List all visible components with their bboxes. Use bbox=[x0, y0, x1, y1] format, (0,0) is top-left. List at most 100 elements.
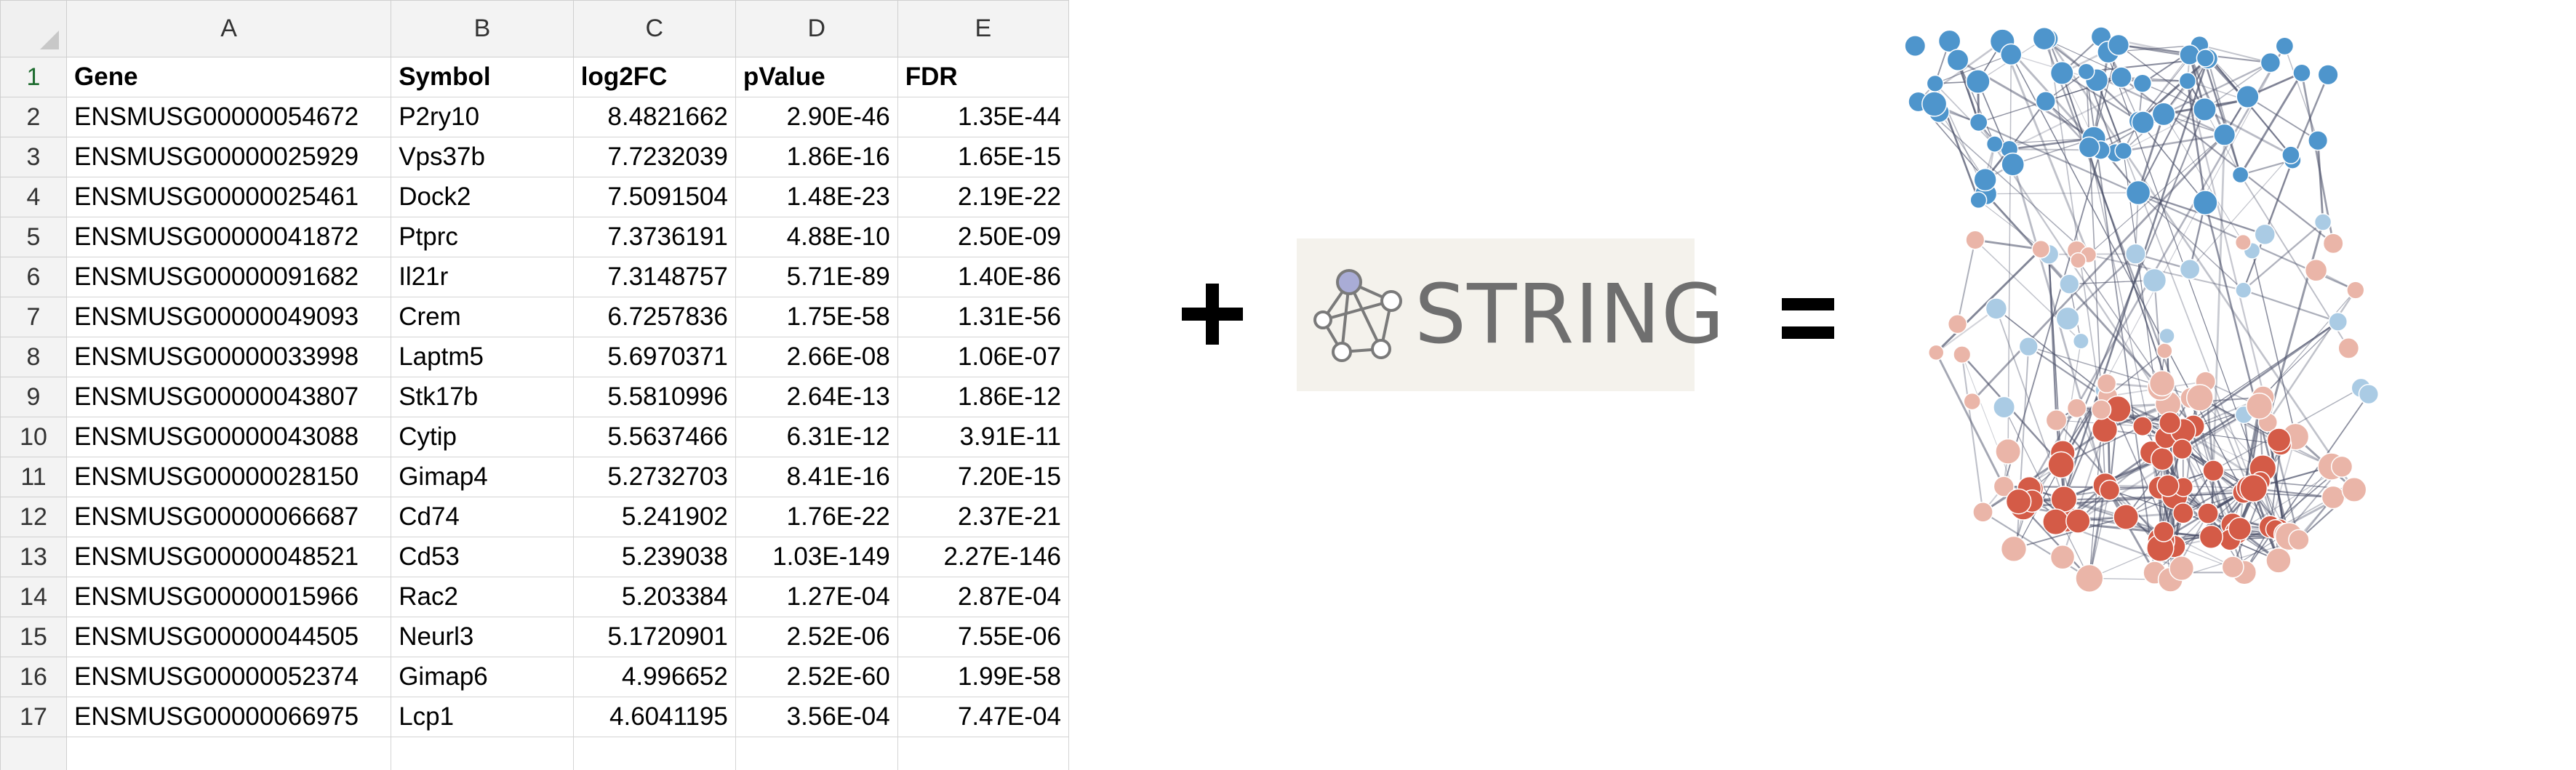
fdr-cell[interactable]: 1.40E-86 bbox=[897, 257, 1069, 297]
log2fc-cell[interactable]: 5.2732703 bbox=[572, 457, 736, 497]
symbol-cell[interactable]: Cd53 bbox=[391, 537, 574, 577]
row-number[interactable]: 8 bbox=[0, 337, 67, 377]
fdr-cell[interactable]: 3.91E-11 bbox=[897, 417, 1069, 457]
row-number[interactable]: 14 bbox=[0, 577, 67, 617]
pvalue-cell[interactable]: 2.52E-06 bbox=[735, 617, 898, 657]
row-number[interactable]: 3 bbox=[0, 137, 67, 177]
row-number[interactable]: 2 bbox=[0, 97, 67, 137]
gene-cell[interactable]: ENSMUSG00000015966 bbox=[65, 577, 392, 617]
symbol-cell[interactable]: Dock2 bbox=[391, 177, 574, 217]
row-number[interactable]: 11 bbox=[0, 457, 67, 497]
gene-cell[interactable]: ENSMUSG00000066975 bbox=[65, 697, 392, 737]
row-number[interactable]: 1 bbox=[0, 57, 67, 97]
fdr-cell[interactable]: 1.06E-07 bbox=[897, 337, 1069, 377]
log2fc-cell[interactable]: 7.7232039 bbox=[572, 137, 736, 177]
log2fc-header[interactable]: log2FC bbox=[572, 57, 736, 97]
log2fc-cell[interactable]: 7.3148757 bbox=[572, 257, 736, 297]
symbol-cell[interactable]: Lcp1 bbox=[391, 697, 574, 737]
pvalue-cell[interactable]: 2.66E-08 bbox=[735, 337, 898, 377]
pvalue-cell[interactable]: 2.64E-13 bbox=[735, 377, 898, 417]
fdr-cell[interactable]: 1.35E-44 bbox=[897, 97, 1069, 137]
gene-cell[interactable]: ENSMUSG00000025929 bbox=[65, 137, 392, 177]
symbol-cell[interactable]: Gimap4 bbox=[391, 457, 574, 497]
column-header-a[interactable]: A bbox=[65, 0, 392, 57]
fdr-cell[interactable]: 2.27E-146 bbox=[897, 537, 1069, 577]
fdr-header[interactable]: FDR bbox=[897, 57, 1069, 97]
gene-cell[interactable]: ENSMUSG00000052374 bbox=[65, 657, 392, 697]
pvalue-header[interactable]: pValue bbox=[735, 57, 898, 97]
gene-cell[interactable]: ENSMUSG00000048521 bbox=[65, 537, 392, 577]
column-header-b[interactable]: B bbox=[391, 0, 574, 57]
row-number[interactable]: 16 bbox=[0, 657, 67, 697]
column-header-d[interactable]: D bbox=[735, 0, 898, 57]
pvalue-cell[interactable]: 6.31E-12 bbox=[735, 417, 898, 457]
symbol-cell[interactable]: Vps37b bbox=[391, 137, 574, 177]
symbol-cell[interactable]: Neurl3 bbox=[391, 617, 574, 657]
pvalue-cell[interactable]: 5.71E-89 bbox=[735, 257, 898, 297]
pvalue-cell[interactable]: 4.88E-10 bbox=[735, 217, 898, 257]
symbol-cell[interactable]: Crem bbox=[391, 297, 574, 337]
gene-cell[interactable]: ENSMUSG00000091682 bbox=[65, 257, 392, 297]
row-number[interactable]: 6 bbox=[0, 257, 67, 297]
fdr-cell[interactable]: 2.19E-22 bbox=[897, 177, 1069, 217]
gene-cell[interactable]: ENSMUSG00000044505 bbox=[65, 617, 392, 657]
row-number[interactable]: 10 bbox=[0, 417, 67, 457]
symbol-cell[interactable]: Ptprc bbox=[391, 217, 574, 257]
log2fc-cell[interactable]: 5.239038 bbox=[572, 537, 736, 577]
symbol-cell[interactable]: Stk17b bbox=[391, 377, 574, 417]
fdr-cell[interactable]: 2.50E-09 bbox=[897, 217, 1069, 257]
row-number[interactable]: 9 bbox=[0, 377, 67, 417]
gene-header[interactable]: Gene bbox=[65, 57, 392, 97]
pvalue-cell[interactable]: 1.48E-23 bbox=[735, 177, 898, 217]
symbol-cell[interactable]: Rac2 bbox=[391, 577, 574, 617]
gene-cell[interactable]: ENSMUSG00000066687 bbox=[65, 497, 392, 537]
fdr-cell[interactable]: 7.20E-15 bbox=[897, 457, 1069, 497]
row-number[interactable]: 17 bbox=[0, 697, 67, 737]
log2fc-cell[interactable]: 5.5637466 bbox=[572, 417, 736, 457]
pvalue-cell[interactable]: 1.75E-58 bbox=[735, 297, 898, 337]
pvalue-cell[interactable]: 8.41E-16 bbox=[735, 457, 898, 497]
pvalue-cell[interactable]: 2.52E-60 bbox=[735, 657, 898, 697]
pvalue-cell[interactable]: 1.27E-04 bbox=[735, 577, 898, 617]
pvalue-cell[interactable]: 3.56E-04 bbox=[735, 697, 898, 737]
row-number[interactable]: 7 bbox=[0, 297, 67, 337]
gene-cell[interactable]: ENSMUSG00000025461 bbox=[65, 177, 392, 217]
column-header-e[interactable]: E bbox=[897, 0, 1069, 57]
select-all-corner[interactable] bbox=[0, 0, 67, 57]
log2fc-cell[interactable]: 7.3736191 bbox=[572, 217, 736, 257]
log2fc-cell[interactable]: 7.5091504 bbox=[572, 177, 736, 217]
fdr-cell[interactable]: 2.87E-04 bbox=[897, 577, 1069, 617]
gene-cell[interactable]: ENSMUSG00000028150 bbox=[65, 457, 392, 497]
gene-cell[interactable]: ENSMUSG00000033998 bbox=[65, 337, 392, 377]
gene-cell[interactable]: ENSMUSG00000049093 bbox=[65, 297, 392, 337]
fdr-cell[interactable]: 2.37E-21 bbox=[897, 497, 1069, 537]
row-number[interactable]: 4 bbox=[0, 177, 67, 217]
fdr-cell[interactable]: 1.31E-56 bbox=[897, 297, 1069, 337]
gene-cell[interactable]: ENSMUSG00000043807 bbox=[65, 377, 392, 417]
log2fc-cell[interactable]: 5.1720901 bbox=[572, 617, 736, 657]
log2fc-cell[interactable]: 5.203384 bbox=[572, 577, 736, 617]
symbol-cell[interactable]: Cytip bbox=[391, 417, 574, 457]
pvalue-cell[interactable]: 2.90E-46 bbox=[735, 97, 898, 137]
fdr-cell[interactable]: 1.65E-15 bbox=[897, 137, 1069, 177]
symbol-cell[interactable]: Laptm5 bbox=[391, 337, 574, 377]
log2fc-cell[interactable]: 8.4821662 bbox=[572, 97, 736, 137]
pvalue-cell[interactable]: 1.03E-149 bbox=[735, 537, 898, 577]
symbol-header[interactable]: Symbol bbox=[391, 57, 574, 97]
log2fc-cell[interactable]: 6.7257836 bbox=[572, 297, 736, 337]
fdr-cell[interactable]: 1.86E-12 bbox=[897, 377, 1069, 417]
gene-cell[interactable]: ENSMUSG00000043088 bbox=[65, 417, 392, 457]
row-number[interactable]: 13 bbox=[0, 537, 67, 577]
symbol-cell[interactable]: Il21r bbox=[391, 257, 574, 297]
log2fc-cell[interactable]: 5.241902 bbox=[572, 497, 736, 537]
gene-cell[interactable]: ENSMUSG00000054672 bbox=[65, 97, 392, 137]
fdr-cell[interactable]: 7.47E-04 bbox=[897, 697, 1069, 737]
fdr-cell[interactable]: 7.55E-06 bbox=[897, 617, 1069, 657]
pvalue-cell[interactable]: 1.86E-16 bbox=[735, 137, 898, 177]
log2fc-cell[interactable]: 5.5810996 bbox=[572, 377, 736, 417]
symbol-cell[interactable]: Gimap6 bbox=[391, 657, 574, 697]
pvalue-cell[interactable]: 1.76E-22 bbox=[735, 497, 898, 537]
log2fc-cell[interactable]: 5.6970371 bbox=[572, 337, 736, 377]
row-number[interactable]: 15 bbox=[0, 617, 67, 657]
row-number[interactable]: 12 bbox=[0, 497, 67, 537]
